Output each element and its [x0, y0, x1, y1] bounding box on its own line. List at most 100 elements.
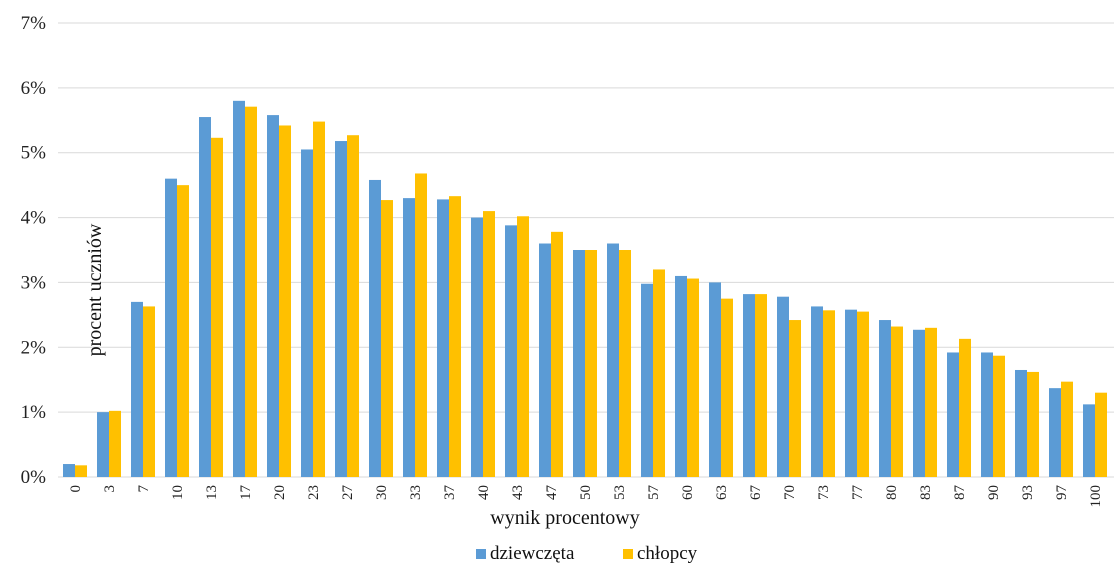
x-tick-label: 3: [102, 485, 118, 493]
x-tick-label: 83: [918, 485, 934, 500]
bar-chlopcy: [959, 338, 971, 477]
x-tick-label: 23: [306, 485, 322, 500]
bar-chlopcy: [721, 298, 733, 477]
x-tick-label: 20: [272, 485, 288, 500]
bar-chlopcy: [211, 137, 223, 477]
bar-dziewczeta: [709, 282, 721, 477]
bar-chlopcy: [789, 320, 801, 477]
bar-dziewczeta: [267, 115, 279, 478]
bar-dziewczeta: [743, 294, 755, 477]
y-tick-label: 3%: [21, 272, 47, 293]
bar-chlopcy: [109, 410, 121, 477]
x-tick-label: 60: [680, 485, 696, 500]
bar-dziewczeta: [913, 329, 925, 477]
bar-chlopcy: [619, 250, 631, 477]
x-tick-label: 50: [578, 485, 594, 500]
bar-dziewczeta: [641, 283, 653, 477]
x-tick-label: 13: [204, 485, 220, 500]
y-tick-label: 4%: [21, 208, 47, 229]
bar-chlopcy: [143, 306, 155, 477]
bar-chlopcy: [755, 294, 767, 477]
x-tick-label: 80: [884, 485, 900, 500]
bar-chlopcy: [551, 231, 563, 477]
bar-dziewczeta: [505, 225, 517, 477]
bar-dziewczeta: [1083, 404, 1095, 477]
x-tick-label: 47: [544, 485, 560, 501]
bar-dziewczeta: [97, 412, 109, 477]
bar-chlopcy: [1061, 381, 1073, 477]
bar-dziewczeta: [369, 179, 381, 477]
bar-dziewczeta: [777, 296, 789, 477]
bar-dziewczeta: [1049, 388, 1061, 477]
x-tick-label: 93: [1020, 485, 1036, 500]
y-tick-label: 5%: [21, 143, 47, 164]
bar-chlopcy: [823, 310, 835, 477]
bar-chlopcy: [279, 125, 291, 477]
y-tick-label: 1%: [21, 402, 47, 423]
bar-chlopcy: [891, 326, 903, 477]
y-tick-label: 2%: [21, 337, 47, 358]
x-tick-label: 97: [1054, 485, 1070, 501]
bar-dziewczeta: [471, 217, 483, 478]
bar-chlopcy: [313, 121, 325, 477]
bar-chlopcy: [177, 185, 189, 477]
x-tick-label: 40: [476, 485, 492, 500]
y-axis-title: procent uczniów: [84, 223, 106, 356]
bar-chlopcy: [857, 311, 869, 477]
bar-chlopcy: [687, 278, 699, 477]
bar-dziewczeta: [199, 117, 211, 478]
y-tick-label: 7%: [21, 13, 47, 34]
x-tick-label: 87: [952, 485, 968, 501]
x-tick-label: 43: [510, 485, 526, 500]
x-tick-label: 67: [748, 485, 764, 501]
bar-chlopcy: [75, 465, 87, 477]
bar-dziewczeta: [947, 352, 959, 477]
bar-chlopcy: [585, 250, 597, 477]
bar-dziewczeta: [165, 178, 177, 477]
x-tick-label: 63: [714, 485, 730, 500]
x-tick-label: 10: [170, 485, 186, 500]
bar-dziewczeta: [539, 243, 551, 477]
legend-swatch-dziewczeta: [476, 549, 486, 559]
bar-dziewczeta: [437, 199, 449, 477]
bar-dziewczeta: [675, 275, 687, 477]
bar-dziewczeta: [233, 100, 245, 477]
legend-label-chlopcy: chłopcy: [637, 543, 698, 564]
bar-chlopcy: [925, 327, 937, 477]
x-tick-label: 27: [340, 485, 356, 501]
legend-label-dziewczeta: dziewczęta: [490, 543, 575, 564]
x-tick-label: 37: [442, 485, 458, 501]
bar-dziewczeta: [811, 306, 823, 477]
bar-dziewczeta: [403, 198, 415, 477]
bar-dziewczeta: [607, 243, 619, 477]
bar-dziewczeta: [573, 250, 585, 477]
bar-chlopcy: [653, 269, 665, 477]
x-tick-label: 100: [1088, 485, 1104, 508]
bar-chlopcy: [415, 173, 427, 477]
bar-dziewczeta: [879, 320, 891, 477]
legend: dziewczęta chłopcy: [476, 543, 698, 564]
bar-chlopcy: [1027, 371, 1039, 477]
y-tick-label: 6%: [21, 78, 47, 99]
x-tick-label: 77: [850, 485, 866, 501]
bar-chlopcy: [381, 200, 393, 477]
bar-chlopcy: [517, 216, 529, 477]
x-tick-label: 0: [68, 485, 84, 493]
x-tick-label: 70: [782, 485, 798, 500]
bar-dziewczeta: [63, 464, 75, 477]
x-tick-label: 33: [408, 485, 424, 500]
legend-swatch-chlopcy: [623, 549, 633, 559]
x-tick-label: 57: [646, 485, 662, 501]
bars: [63, 100, 1107, 478]
x-tick-label: 73: [816, 485, 832, 500]
bar-chlopcy: [449, 196, 461, 477]
bar-dziewczeta: [981, 352, 993, 477]
bar-dziewczeta: [845, 309, 857, 477]
x-tick-label: 90: [986, 485, 1002, 500]
bar-chlopcy: [993, 355, 1005, 477]
x-tick-label: 53: [612, 485, 628, 500]
bar-dziewczeta: [301, 149, 313, 477]
bar-dziewczeta: [131, 301, 143, 477]
bar-dziewczeta: [1015, 369, 1027, 477]
bar-dziewczeta: [335, 141, 347, 478]
